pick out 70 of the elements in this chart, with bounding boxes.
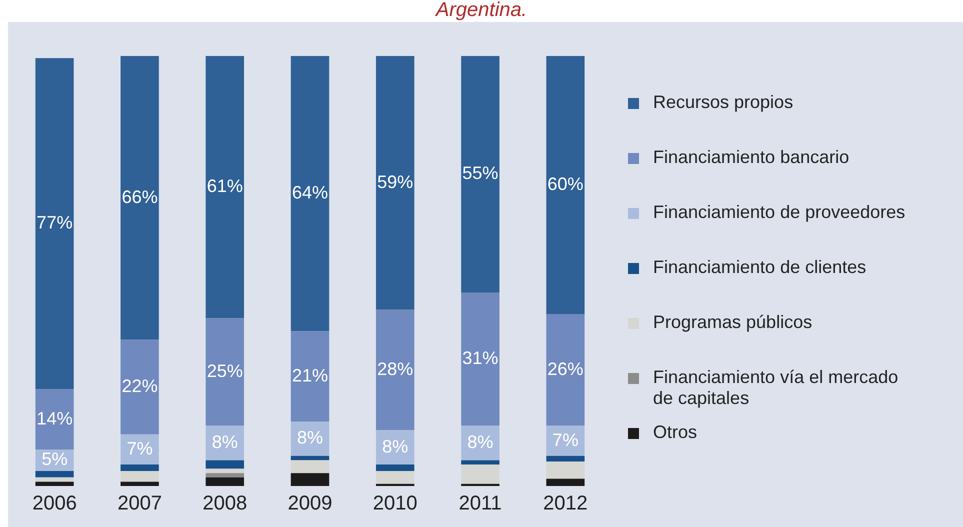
bar [461, 56, 500, 292]
bar [546, 456, 585, 462]
data-label: 22% [122, 376, 158, 396]
bar [206, 460, 244, 469]
bar [206, 468, 244, 474]
data-label: 25% [206, 361, 243, 382]
bar [206, 56, 244, 318]
bar [120, 464, 159, 471]
bar [290, 456, 330, 460]
bar [120, 340, 159, 434]
bar [376, 56, 414, 310]
x-tick-label: 2008 [202, 492, 248, 515]
legend-label: Financiamiento bancario [653, 147, 850, 168]
bar [120, 56, 159, 340]
legend-label: Financiamiento de clientes [653, 257, 866, 278]
x-tick-label: 2006 [32, 492, 77, 515]
bar [290, 331, 330, 422]
bar [35, 477, 74, 482]
data-label: 59% [377, 172, 414, 192]
data-label: 7% [552, 430, 578, 450]
bar [290, 473, 330, 486]
bar [461, 464, 500, 484]
data-label: 5% [42, 449, 68, 470]
chart-title: Argentina. [434, 0, 528, 21]
bar [461, 460, 500, 464]
x-tick-label: 2012 [543, 492, 588, 515]
data-label: 60% [547, 174, 584, 194]
x-tick-label: 2009 [288, 492, 332, 515]
data-label: 8% [467, 432, 494, 452]
data-label: 8% [382, 436, 408, 456]
bar [290, 460, 330, 474]
bar [376, 470, 414, 484]
data-label: 66% [122, 186, 158, 207]
x-tick-label: 2011 [458, 492, 502, 515]
bar [206, 477, 244, 486]
legend-label: Financiamiento vía el mercado de capitales [653, 367, 898, 409]
bar [461, 292, 500, 426]
data-label: 8% [212, 432, 238, 452]
bar [290, 56, 330, 332]
bar [35, 482, 74, 486]
bar [206, 318, 244, 426]
data-label: 26% [547, 358, 584, 379]
bar [376, 464, 414, 471]
bar [120, 482, 159, 486]
legend-label: Programas públicos [653, 312, 812, 333]
data-label: 21% [292, 365, 328, 386]
bar [546, 461, 585, 479]
data-label: 28% [377, 358, 414, 379]
data-label: 61% [206, 176, 243, 196]
x-tick-label: 2007 [117, 492, 162, 515]
bar [35, 389, 74, 450]
bar [120, 470, 159, 482]
data-label: 31% [462, 348, 498, 368]
bar [546, 314, 585, 426]
bar [35, 470, 74, 478]
data-label: 7% [126, 438, 153, 458]
bar [376, 310, 414, 430]
data-label: 14% [36, 408, 73, 428]
bar [35, 58, 74, 390]
data-label: 55% [462, 163, 498, 184]
legend-label: Otros [653, 422, 698, 443]
bar [546, 56, 585, 314]
data-label: 8% [296, 428, 324, 448]
legend-label: Recursos propios [653, 92, 794, 113]
legend-label: Financiamiento de proveedores [653, 202, 906, 223]
data-label: 64% [292, 182, 328, 203]
data-label: 77% [36, 212, 73, 233]
bar [546, 478, 585, 486]
x-tick-label: 2010 [372, 492, 418, 515]
bar [206, 473, 244, 478]
